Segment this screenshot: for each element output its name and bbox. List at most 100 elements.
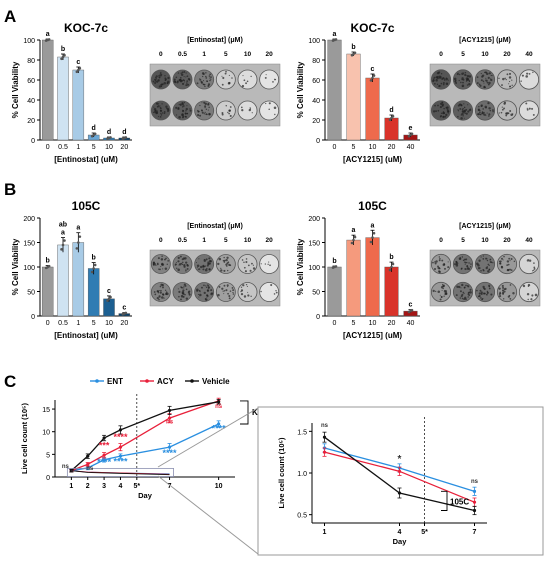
colony	[443, 107, 445, 110]
colony	[465, 284, 467, 287]
data-dot	[75, 70, 79, 74]
colony	[205, 75, 207, 78]
colony	[274, 113, 276, 116]
significance-annotation: ****	[212, 424, 227, 434]
data-dot	[369, 240, 373, 244]
x-tick-label: 0	[333, 320, 337, 327]
data-dot	[391, 114, 395, 118]
plate-column-label: 20	[503, 51, 511, 58]
colony	[155, 111, 158, 115]
colony	[202, 75, 204, 78]
zoom-box	[66, 467, 174, 477]
colony	[198, 296, 200, 298]
colony	[432, 289, 435, 293]
colony	[185, 76, 187, 78]
well	[237, 100, 258, 121]
colony	[506, 264, 508, 266]
colony	[167, 260, 169, 262]
plate-column-label: 0	[159, 51, 163, 58]
colony	[175, 261, 177, 264]
colony	[201, 286, 203, 289]
significance-letter: a	[61, 230, 65, 237]
colony	[203, 258, 206, 261]
y-tick-label: 50	[27, 290, 35, 297]
significance-letter: a	[371, 222, 375, 229]
colony	[434, 104, 436, 107]
colony	[232, 291, 234, 294]
colony	[457, 109, 459, 111]
legend-marker	[95, 379, 99, 383]
bracket-koc7c	[240, 400, 249, 425]
significance-annotation: ns	[215, 404, 223, 410]
y-tick-label: 50	[312, 290, 320, 297]
colony	[229, 114, 232, 117]
plate-frame	[149, 249, 281, 307]
significance-letter: d	[389, 107, 393, 114]
colony	[160, 112, 162, 115]
colony	[488, 286, 490, 288]
colony	[205, 286, 208, 289]
x-tick-label: 1	[76, 320, 80, 327]
colony	[165, 257, 167, 260]
colony	[438, 259, 441, 262]
colony	[208, 268, 211, 271]
significance-annotation: ****	[113, 456, 128, 466]
data-dot	[47, 38, 51, 41]
colony	[463, 117, 465, 119]
x-tick-label: 5	[352, 320, 356, 327]
well	[259, 69, 280, 90]
colony	[457, 115, 459, 118]
colony	[522, 284, 526, 288]
colony	[223, 293, 225, 295]
colony	[437, 270, 441, 273]
data-dot	[107, 297, 111, 301]
colony	[489, 261, 492, 263]
colony	[468, 291, 470, 294]
colony	[455, 263, 457, 265]
colony	[532, 270, 534, 272]
well	[259, 282, 280, 302]
x-tick-label: 5	[92, 144, 96, 151]
colony	[217, 293, 220, 297]
significance-annotation: ***	[99, 440, 110, 450]
colony	[508, 257, 511, 260]
data-point	[118, 454, 123, 458]
colony	[156, 263, 159, 266]
colony	[458, 257, 462, 261]
colony	[205, 108, 208, 110]
colony	[466, 113, 468, 115]
colony	[509, 110, 512, 112]
colony	[433, 76, 436, 79]
colony	[179, 77, 182, 79]
bar-chart-b-acy1215: 105C 0 50 100 150 200 % Cell Viability b 0 a 5 a 10 b…	[296, 199, 420, 340]
significance-annotation: ns	[321, 423, 329, 429]
colony	[161, 263, 165, 266]
data-dot	[60, 248, 63, 251]
colony	[488, 269, 491, 271]
significance-letter: a	[76, 225, 80, 232]
colony	[441, 102, 443, 104]
colony	[275, 290, 277, 292]
colony	[246, 285, 248, 287]
data-point	[472, 508, 477, 513]
colony	[464, 73, 467, 77]
significance-letter: a	[333, 31, 337, 38]
colony	[440, 285, 444, 289]
colony	[460, 117, 463, 120]
data-dot	[353, 235, 357, 239]
colony	[159, 74, 162, 77]
y-tick-label: 0	[31, 138, 35, 145]
colony	[486, 266, 488, 268]
plate-column-label: 0.5	[178, 51, 187, 58]
colony	[180, 72, 182, 74]
colony	[227, 82, 231, 85]
colony	[483, 292, 486, 295]
x-tick-label: 40	[407, 320, 415, 327]
colony	[466, 75, 470, 78]
colony	[482, 255, 484, 257]
significance-letter: b	[46, 258, 50, 265]
chart-title: KOC-7c	[350, 21, 394, 35]
colony	[501, 108, 504, 111]
plate-column-label: 20	[266, 51, 274, 58]
colony	[487, 101, 490, 105]
